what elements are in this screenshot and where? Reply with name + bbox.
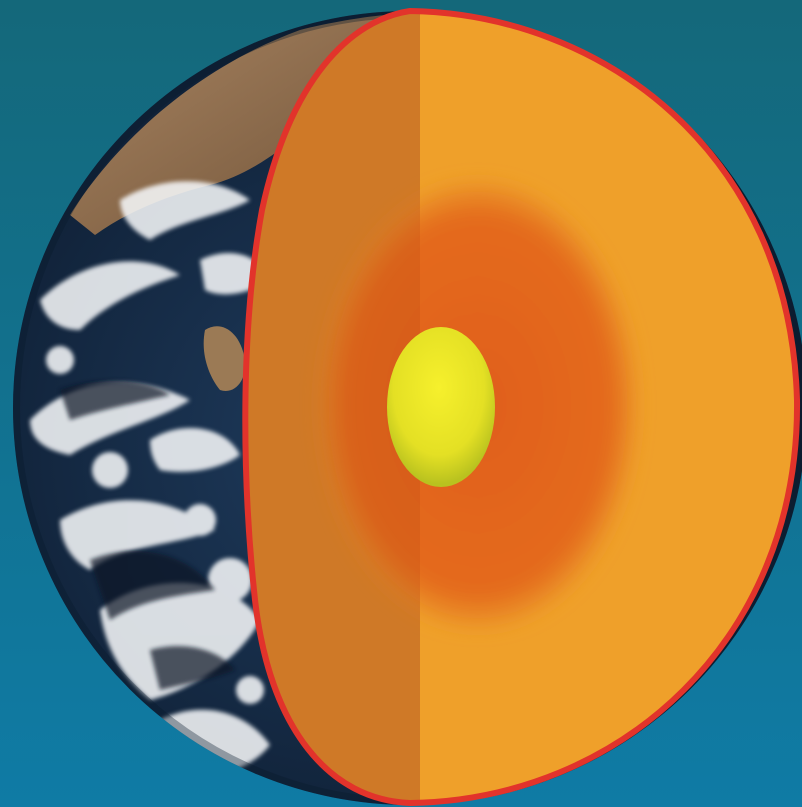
cloud-layer — [30, 181, 270, 774]
inner-core-layer — [387, 327, 495, 487]
cut-outline — [242, 8, 801, 806]
ocean-streaks — [60, 380, 235, 690]
land-peninsula — [203, 326, 246, 391]
